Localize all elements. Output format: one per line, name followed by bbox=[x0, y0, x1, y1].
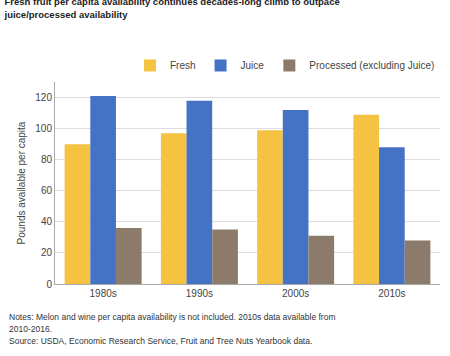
svg-text:2000s: 2000s bbox=[282, 288, 309, 299]
svg-text:100: 100 bbox=[35, 123, 52, 134]
svg-text:20: 20 bbox=[41, 247, 53, 258]
svg-text:120: 120 bbox=[35, 92, 52, 103]
svg-text:1980s: 1980s bbox=[90, 288, 117, 299]
svg-text:Processed (excluding Juice): Processed (excluding Juice) bbox=[309, 60, 434, 71]
svg-text:Pounds available per capita: Pounds available per capita bbox=[16, 121, 27, 244]
svg-text:40: 40 bbox=[41, 216, 53, 227]
svg-text:Source: USDA, Economic Researc: Source: USDA, Economic Research Service,… bbox=[9, 336, 312, 346]
svg-text:2010s: 2010s bbox=[378, 288, 405, 299]
svg-text:1990s: 1990s bbox=[186, 288, 213, 299]
svg-text:Fresh fruit per capita availab: Fresh fruit per capita availability cont… bbox=[4, 0, 340, 20]
svg-text:0: 0 bbox=[46, 279, 52, 290]
svg-text:80: 80 bbox=[41, 154, 53, 165]
svg-text:Juice: Juice bbox=[241, 60, 265, 71]
svg-text:Fresh: Fresh bbox=[170, 60, 196, 71]
svg-text:2010-2016.: 2010-2016. bbox=[9, 324, 52, 334]
svg-text:Notes: Melon and wine per capi: Notes: Melon and wine per capita availab… bbox=[9, 312, 336, 322]
svg-text:60: 60 bbox=[41, 185, 53, 196]
